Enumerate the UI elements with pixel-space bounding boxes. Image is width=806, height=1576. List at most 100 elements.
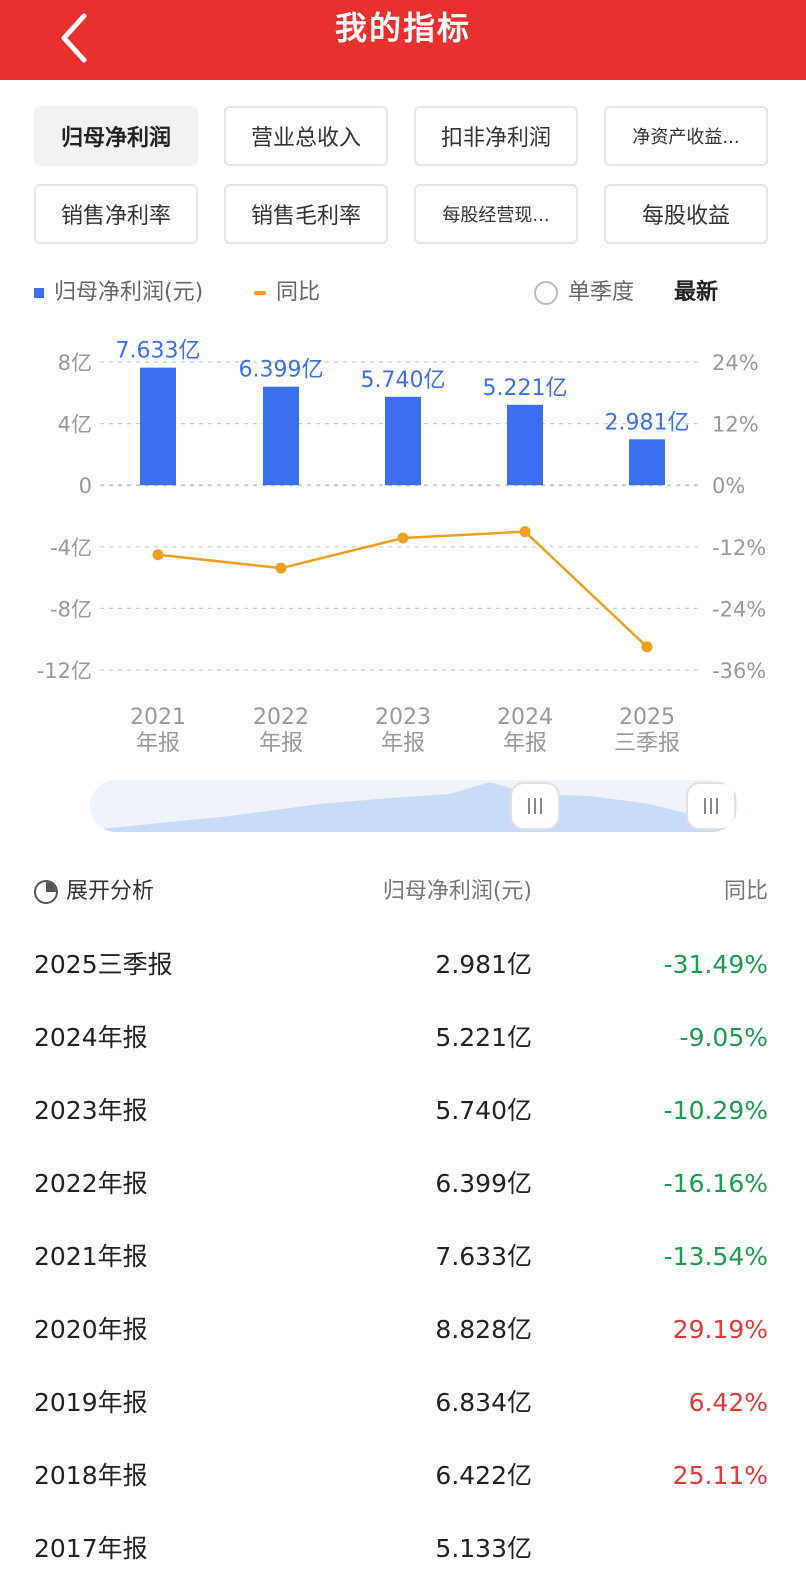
x-tick-label: 2025	[619, 705, 675, 730]
table-row[interactable]: 2024年报 5.221亿 -9.05%	[34, 1003, 768, 1073]
table-row[interactable]: 2018年报 6.422亿 25.11%	[34, 1441, 768, 1511]
tab-eps[interactable]: 每股收益	[604, 184, 768, 244]
y-right-tick-label: 24%	[712, 351, 759, 375]
y-left-tick-label: 4亿	[58, 413, 92, 437]
table-row[interactable]: 2019年报 6.834亿 6.42%	[34, 1368, 768, 1438]
column-header-yoy: 同比	[723, 879, 768, 904]
page-title: 我的指标	[334, 9, 471, 47]
row-period: 2024年报	[34, 1023, 148, 1052]
y-right-tick-label: -12%	[712, 536, 766, 560]
bar-data-label: 5.740亿	[361, 368, 446, 393]
expand-analysis-label: 展开分析	[66, 879, 155, 904]
bar-data-label: 2.981亿	[605, 410, 690, 435]
bar	[140, 367, 176, 486]
single-quarter-label: 单季度	[568, 280, 635, 305]
row-period: 2023年报	[34, 1096, 148, 1125]
row-value: 8.828亿	[435, 1315, 532, 1344]
yoy-point	[519, 526, 531, 538]
line-swatch-icon	[254, 291, 266, 295]
table-row[interactable]: 2023年报 5.740亿 -10.29%	[34, 1076, 768, 1146]
slider-preview-area	[90, 782, 738, 832]
row-period: 2022年报	[34, 1169, 148, 1198]
bar	[507, 404, 543, 486]
expand-analysis-button[interactable]: 展开分析	[34, 872, 154, 912]
y-right-tick-label: 0%	[712, 474, 745, 498]
row-value: 6.422亿	[435, 1461, 532, 1490]
x-tick-label: 2023	[375, 705, 431, 730]
x-tick-label: 三季报	[614, 731, 680, 756]
row-period: 2017年报	[34, 1534, 148, 1563]
yoy-point	[275, 562, 287, 574]
x-tick-label: 2022	[253, 705, 309, 730]
tab-operating-cashflow-per-share[interactable]: 每股经营现...	[414, 184, 578, 244]
x-tick-label: 2021	[130, 705, 186, 730]
tab-roe[interactable]: 净资产收益...	[604, 106, 768, 166]
legend-bar-label: 归母净利润(元)	[54, 280, 204, 305]
tab-net-margin[interactable]: 销售净利率	[34, 184, 198, 244]
y-right-tick-label: -24%	[712, 597, 766, 621]
row-period: 2020年报	[34, 1315, 148, 1344]
row-yoy: 29.19%	[672, 1315, 768, 1344]
latest-button[interactable]: 最新	[674, 280, 719, 305]
back-button[interactable]	[56, 10, 96, 66]
row-value: 2.981亿	[435, 950, 532, 979]
row-yoy: -9.05%	[679, 1023, 768, 1052]
legend-line: 同比	[254, 276, 320, 310]
chevron-left-icon	[61, 13, 87, 63]
y-left-tick-label: 8亿	[58, 351, 92, 375]
row-period: 2025三季报	[34, 950, 173, 979]
yoy-point	[641, 641, 653, 653]
row-period: 2021年报	[34, 1242, 148, 1271]
bar	[629, 439, 665, 486]
yoy-point	[397, 532, 409, 544]
row-value: 6.399亿	[435, 1169, 532, 1198]
table-row[interactable]: 2020年报 8.828亿 29.19%	[34, 1295, 768, 1365]
radio-icon	[534, 281, 558, 305]
row-yoy: 6.42%	[688, 1388, 768, 1417]
x-tick-label: 年报	[259, 731, 303, 756]
slider-right-handle[interactable]	[686, 782, 736, 830]
table-row[interactable]: 2025三季报 2.981亿 -31.49%	[34, 930, 768, 1000]
legend-bar: 归母净利润(元)	[34, 276, 203, 310]
x-tick-label: 年报	[136, 731, 180, 756]
table-row[interactable]: 2021年报 7.633亿 -13.54%	[34, 1222, 768, 1292]
y-right-tick-label: 12%	[712, 413, 759, 437]
row-value: 5.221亿	[435, 1023, 532, 1052]
yoy-line	[157, 530, 648, 648]
row-value: 7.633亿	[435, 1242, 532, 1271]
row-yoy: 25.11%	[672, 1461, 768, 1490]
chart-legend: 归母净利润(元) 同比 单季度 最新	[34, 276, 774, 310]
row-yoy: -13.54%	[663, 1242, 768, 1271]
y-left-tick-label: -8亿	[50, 597, 92, 621]
slider-left-handle[interactable]	[510, 782, 560, 830]
table-row[interactable]: 2017年报 5.133亿	[34, 1514, 768, 1576]
table-row[interactable]: 2022年报 6.399亿 -16.16%	[34, 1149, 768, 1219]
row-period: 2019年报	[34, 1388, 148, 1417]
legend-line-label: 同比	[276, 280, 321, 305]
bar-data-label: 7.633亿	[116, 339, 201, 364]
yoy-point	[152, 549, 164, 561]
tab-net-profit[interactable]: 归母净利润	[34, 106, 198, 166]
row-yoy: -16.16%	[663, 1169, 768, 1198]
y-right-tick-label: -36%	[712, 659, 766, 683]
bar	[263, 386, 299, 486]
bar-data-label: 6.399亿	[239, 358, 324, 383]
x-tick-label: 年报	[381, 731, 425, 756]
pie-chart-icon	[34, 880, 58, 904]
y-left-tick-label: -12亿	[37, 659, 92, 683]
row-period: 2018年报	[34, 1461, 148, 1490]
tab-gross-margin[interactable]: 销售毛利率	[224, 184, 388, 244]
bar	[385, 396, 421, 486]
tab-deducted-net-profit[interactable]: 扣非净利润	[414, 106, 578, 166]
y-left-tick-label: -4亿	[50, 536, 92, 560]
x-tick-label: 2024	[497, 705, 553, 730]
range-slider[interactable]	[90, 780, 738, 832]
row-value: 5.133亿	[435, 1534, 532, 1563]
row-yoy: -10.29%	[663, 1096, 768, 1125]
single-quarter-toggle[interactable]: 单季度	[534, 276, 634, 310]
top-bar: 我的指标	[0, 0, 806, 80]
x-tick-label: 年报	[503, 731, 547, 756]
row-value: 6.834亿	[435, 1388, 532, 1417]
tab-total-revenue[interactable]: 营业总收入	[224, 106, 388, 166]
y-left-tick-label: 0	[79, 474, 92, 498]
